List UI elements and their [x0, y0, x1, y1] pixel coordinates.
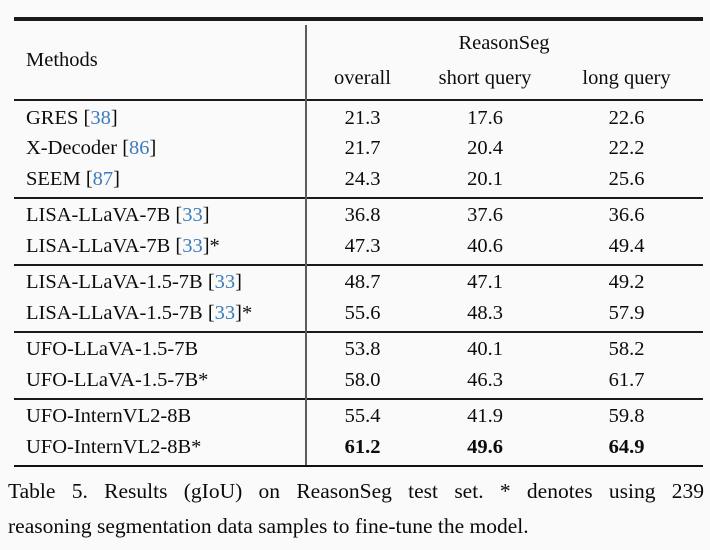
table-row: UFO-LLaVA-1.5-7B* 58.0 46.3 61.7	[14, 365, 703, 396]
value-cell: 46.3	[467, 368, 503, 391]
value-cell: 53.8	[344, 338, 381, 361]
method-cell: UFO-InternVL2-8B*	[26, 435, 202, 458]
value-cell: 24.3	[344, 167, 381, 190]
value-cell: 41.9	[467, 405, 503, 428]
table-body: GRES [38] 21.3 17.6 22.6 X-Decoder [86] 21.7 2…	[14, 101, 703, 465]
table-group: GRES [38] 21.3 17.6 22.6 X-Decoder [86] 21.7 2…	[14, 101, 703, 197]
table-header: Methods ReasonSeg overall short query lo…	[14, 21, 703, 99]
citation-link[interactable]: 87	[92, 167, 114, 190]
value-cell: 48.7	[344, 271, 381, 294]
citation-link[interactable]: 33	[214, 271, 236, 294]
table-row: SEEM [87] 24.3 20.1 25.6	[14, 164, 703, 195]
header-separator-rule	[14, 99, 703, 101]
value-cell: 61.7	[608, 368, 645, 391]
table-group: LISA-LLaVA-1.5-7B [33] 48.7 47.1 49.2 LISA-L…	[14, 263, 703, 331]
citation-link[interactable]: 33	[182, 204, 203, 227]
value-cell: 61.2	[344, 435, 381, 458]
value-cell: 58.0	[344, 368, 381, 391]
table-row: LISA-LLaVA-7B [33] 36.8 37.6 36.6	[14, 201, 703, 232]
value-cell: 21.3	[344, 106, 381, 129]
value-cell: 59.8	[608, 405, 645, 428]
method-cell: UFO-LLaVA-1.5-7B*	[26, 368, 209, 391]
table-bottom-rule	[14, 464, 703, 467]
results-table: Methods ReasonSeg overall short query lo…	[14, 17, 703, 467]
value-cell: 55.6	[344, 301, 381, 324]
table-row: UFO-InternVL2-8B 55.4 41.9 59.8	[14, 402, 703, 433]
value-cell: 49.2	[608, 271, 645, 294]
value-cell: 49.6	[467, 435, 503, 458]
value-cell: 40.6	[467, 234, 503, 257]
table-caption: Table 5. Results (gIoU) on ReasonSeg tes…	[8, 474, 704, 544]
table-group: UFO-LLaVA-1.5-7B 53.8 40.1 58.2 UFO-LLaVA-1.…	[14, 330, 703, 398]
value-cell: 36.8	[344, 204, 381, 227]
value-cell: 47.3	[344, 234, 381, 257]
reasonseg-header-span: ReasonSeg overall short query long query	[305, 21, 703, 99]
value-cell: 22.2	[608, 137, 645, 160]
method-cell: LISA-LLaVA-1.5-7B [33]*	[26, 301, 253, 324]
method-cell: UFO-LLaVA-1.5-7B	[26, 338, 199, 361]
value-cell: 22.6	[608, 106, 645, 129]
subheader-long-query: long query	[582, 67, 671, 89]
table-row: GRES [38] 21.3 17.6 22.6	[14, 103, 703, 134]
method-cell: LISA-LLaVA-7B [33]	[26, 204, 210, 227]
value-cell: 17.6	[467, 106, 503, 129]
method-cell: LISA-LLaVA-1.5-7B [33]	[26, 271, 242, 294]
table-row: LISA-LLaVA-1.5-7B [33]* 55.6 48.3 57.9	[14, 298, 703, 329]
value-cell: 49.4	[608, 234, 645, 257]
value-cell: 37.6	[467, 204, 503, 227]
table-row: X-Decoder [86] 21.7 20.4 22.2	[14, 134, 703, 165]
value-cell: 40.1	[467, 338, 503, 361]
citation-link[interactable]: 33	[214, 301, 236, 324]
caption-line-1: Table 5. Results (gIoU) on ReasonSeg tes…	[8, 479, 704, 503]
value-cell: 48.3	[467, 301, 503, 324]
value-cell: 20.4	[467, 137, 503, 160]
value-cell: 25.6	[608, 167, 645, 190]
value-cell: 64.9	[608, 435, 645, 458]
value-cell: 55.4	[344, 405, 381, 428]
methods-column-header: Methods	[26, 48, 98, 71]
column-divider-line	[305, 25, 307, 465]
value-cell: 57.9	[608, 301, 645, 324]
subheader-row: overall short query long query	[305, 58, 703, 99]
table-row: UFO-LLaVA-1.5-7B 53.8 40.1 58.2	[14, 335, 703, 366]
table-group: LISA-LLaVA-7B [33] 36.8 37.6 36.6 LISA-LLaVA…	[14, 196, 703, 264]
value-cell: 20.1	[467, 167, 503, 190]
subheader-short-query: short query	[438, 67, 532, 89]
citation-link[interactable]: 33	[182, 234, 203, 257]
value-cell: 21.7	[344, 137, 381, 160]
citation-link[interactable]: 38	[90, 106, 111, 129]
table-top-double-rule	[14, 17, 703, 21]
reasonseg-group-header: ReasonSeg	[458, 32, 550, 54]
method-cell: GRES [38]	[26, 106, 118, 129]
value-cell: 58.2	[608, 338, 645, 361]
method-cell: LISA-LLaVA-7B [33]*	[26, 234, 220, 257]
citation-link[interactable]: 86	[129, 137, 150, 160]
table-row: LISA-LLaVA-7B [33]* 47.3 40.6 49.4	[14, 231, 703, 262]
method-cell: SEEM [87]	[26, 167, 120, 190]
table-row: UFO-InternVL2-8B* 61.2 49.6 64.9	[14, 432, 703, 463]
caption-line-2: reasoning segmentation data samples to f…	[8, 514, 529, 538]
method-cell: UFO-InternVL2-8B	[26, 405, 192, 428]
value-cell: 36.6	[608, 204, 645, 227]
table-row: LISA-LLaVA-1.5-7B [33] 48.7 47.1 49.2	[14, 268, 703, 299]
subheader-overall: overall	[334, 67, 391, 89]
method-cell: X-Decoder [86]	[26, 137, 157, 160]
table-group: UFO-InternVL2-8B 55.4 41.9 59.8 UFO-InternVL…	[14, 397, 703, 465]
value-cell: 47.1	[467, 271, 503, 294]
